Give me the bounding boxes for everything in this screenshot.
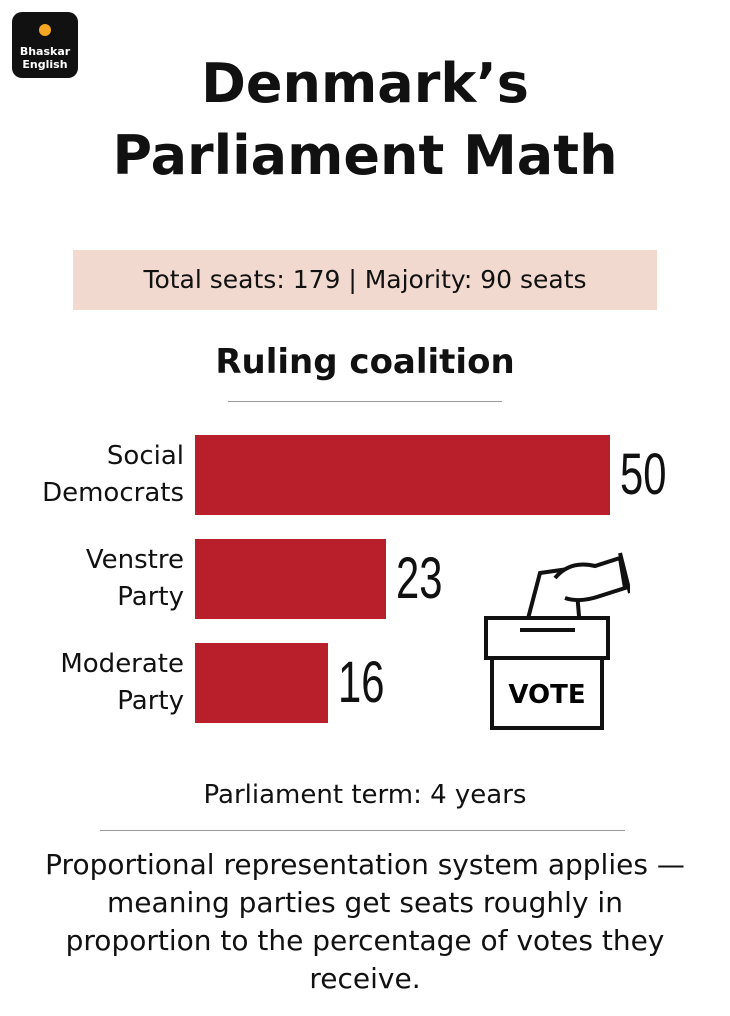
value-label: 23 <box>395 546 443 611</box>
bar <box>195 435 610 515</box>
divider <box>100 830 625 831</box>
info-box: Total seats: 179 | Majority: 90 seats <box>73 250 657 310</box>
vote-label: VOTE <box>508 680 585 710</box>
logo-text: Bhaskar <box>19 45 71 58</box>
logo-sun <box>39 24 51 36</box>
vote-icon: VOTE <box>484 552 630 730</box>
category-label: Venstre Party <box>85 545 184 612</box>
bar <box>195 643 328 723</box>
divider <box>228 401 502 402</box>
value-label: 50 <box>620 442 667 507</box>
category-label: Social Democrats <box>42 441 184 508</box>
logo-text: English <box>22 58 68 71</box>
value-label: 16 <box>337 650 385 715</box>
title: Denmark’s Parliament Math <box>112 52 618 187</box>
bar <box>195 539 386 619</box>
logo: Bhaskar English <box>12 12 78 78</box>
chart-title: Ruling coalition <box>215 342 515 382</box>
note: Proportional representation system appli… <box>45 848 685 995</box>
category-label: Moderate Party <box>60 649 184 716</box>
term: Parliament term: 4 years <box>203 780 527 810</box>
